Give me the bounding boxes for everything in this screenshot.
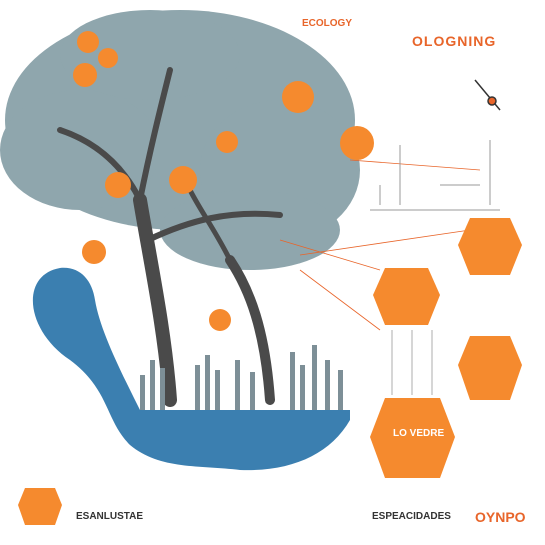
blue-ribbon-shape [32,267,351,471]
orange-fruits [73,31,314,264]
bottom-right-label: OYNPO [475,509,526,525]
top-small-label: ECOLOGY [302,18,353,29]
orange-badge-2 [373,268,440,325]
mini-chart [370,140,500,211]
connector-lines [279,159,481,331]
badge-text: LO VEDRE [393,428,445,439]
compass-arrow-icon [474,79,501,111]
orange-badge-1 [458,218,522,275]
tree-canopy [0,10,360,270]
page-title: OLOGNING [412,33,497,49]
orange-circle-large [340,126,374,160]
orange-badge-small [18,488,62,525]
orange-badge-3 [458,336,522,400]
tree-trunk [57,67,283,407]
bottom-left-label: ESANLUSTAE [76,511,144,522]
orange-dot-center [209,309,231,331]
orange-badge-4 [370,398,455,478]
skyline-bars [140,345,343,410]
bottom-center-label: ESPEACIDADES [372,511,451,522]
badge-stems [391,330,433,395]
